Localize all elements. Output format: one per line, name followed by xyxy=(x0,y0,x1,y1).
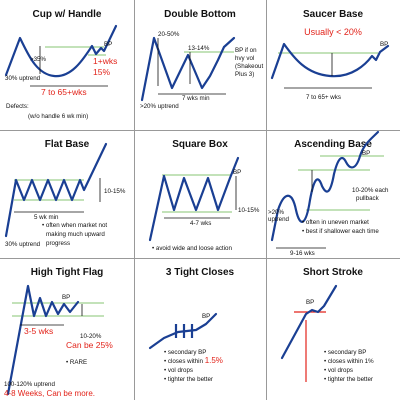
note: • avoid wide and loose action xyxy=(152,245,232,252)
defects-label: Defects: xyxy=(6,103,29,110)
panel-title: Flat Base xyxy=(45,139,90,150)
bp-label: BP xyxy=(362,150,370,157)
handle-pct-label: 15% xyxy=(93,67,110,77)
bp-label: BP xyxy=(104,41,112,48)
note-1: • often when market not xyxy=(42,222,107,229)
pullback-label-2: pullback xyxy=(356,195,380,202)
uptrend-label: 30% uptrend xyxy=(5,75,41,82)
duration-label: 7 to 65+wks xyxy=(41,87,87,97)
bp-label: BP xyxy=(380,41,388,48)
divider-h1 xyxy=(0,130,400,131)
short-stroke-diagram: Short Stroke BP • secondary BP • closes … xyxy=(280,267,374,383)
depth-label: 20-50% xyxy=(158,31,180,38)
flat-base-diagram: Flat Base 10-15% 5 wk min 30% uptrend • … xyxy=(4,139,126,248)
panel-double-bottom: Double Bottom 20-50% 13-14% BP if on hvy… xyxy=(134,0,266,130)
bp-label-2: hvy vol xyxy=(235,55,254,62)
bp-label: BP xyxy=(233,169,241,176)
note-3: • vol drops xyxy=(324,367,353,374)
range-label: 10-15% xyxy=(238,207,260,214)
panel-title: Ascending Base xyxy=(294,139,372,150)
panel-title: Double Bottom xyxy=(164,9,236,20)
panel-saucer-base: Saucer Base Usually < 20% BP 7 to 65+ wk… xyxy=(266,0,400,130)
weeks-label: 4-8 Weeks, Can be more. xyxy=(4,389,95,398)
panel-ascending-base: Ascending Base BP >20% uptrend 10-20% ea… xyxy=(266,130,400,258)
note-2: • best if shallower each time xyxy=(302,228,379,235)
panel-title: Short Stroke xyxy=(303,267,363,278)
wks-label: 3-5 wks xyxy=(24,326,53,336)
panel-title: 3 Tight Closes xyxy=(166,267,235,278)
handle-wks-label: 1+wks xyxy=(93,56,117,66)
duration-label: 7 wks min xyxy=(182,95,210,102)
note-2-text: • closes within xyxy=(164,358,205,365)
note-2: • closes within 1% xyxy=(324,358,374,365)
note-4: • tighter the better xyxy=(164,376,213,383)
bp-label: BP xyxy=(306,299,314,306)
panel-title: High Tight Flag xyxy=(31,267,104,278)
duration-label: 9-16 wks xyxy=(290,250,315,257)
panel-square-box: Square Box BP 10-15% 4-7 wks • avoid wid… xyxy=(134,130,266,258)
bp-label: BP if on xyxy=(235,47,257,54)
note-2-pct: 1.5% xyxy=(205,356,223,365)
note-3: • vol drops xyxy=(164,367,193,374)
duration-label: 4-7 wks xyxy=(190,220,211,227)
three-tight-closes-diagram: 3 Tight Closes BP • secondary BP • close… xyxy=(148,267,235,383)
can-be-label: Can be 25% xyxy=(66,340,113,350)
panel-title: Square Box xyxy=(172,139,228,150)
price-line xyxy=(280,284,338,360)
saucer-base-diagram: Saucer Base Usually < 20% BP 7 to 65+ wk… xyxy=(270,9,390,101)
cup-handle-diagram: Cup w/ Handle >35% BP 1+wks 15% 30% uptr… xyxy=(4,9,118,120)
note-1: • secondary BP xyxy=(324,349,366,356)
panel-title: Cup w/ Handle xyxy=(33,9,102,20)
range-label: 10-15% xyxy=(104,188,126,195)
price-line xyxy=(270,130,380,242)
duration-label: 7 to 65+ wks xyxy=(306,94,341,101)
panel-short-stroke: Short Stroke BP • secondary BP • closes … xyxy=(266,258,400,400)
price-line xyxy=(4,142,108,238)
range-label: 13-14% xyxy=(188,45,210,52)
price-line xyxy=(270,42,390,80)
uptrend-label: 100-120% uptrend xyxy=(4,381,55,388)
double-bottom-diagram: Double Bottom 20-50% 13-14% BP if on hvy… xyxy=(140,9,263,110)
divider-h2 xyxy=(0,258,400,259)
price-line xyxy=(4,24,118,78)
bp-label: BP xyxy=(202,313,210,320)
divider-v1 xyxy=(134,0,135,400)
panel-cup-handle: Cup w/ Handle >35% BP 1+wks 15% 30% uptr… xyxy=(0,0,134,130)
pullback-label-1: 10-20% each xyxy=(352,187,389,194)
bp-label-4: Plus 3) xyxy=(235,71,254,78)
duration-label: 5 wk min xyxy=(34,214,59,221)
bp-label-3: (Shakeout xyxy=(235,63,263,70)
price-line xyxy=(148,156,240,242)
price-line xyxy=(6,284,80,396)
note-2: • closes within 1.5% xyxy=(164,356,223,365)
panel-three-tight-closes: 3 Tight Closes BP • secondary BP • close… xyxy=(134,258,266,400)
square-box-diagram: Square Box BP 10-15% 4-7 wks • avoid wid… xyxy=(148,139,260,252)
note-4: • tighter the better xyxy=(324,376,373,383)
panel-high-tight-flag: High Tight Flag BP 3-5 wks 10-20% Can be… xyxy=(0,258,134,400)
bp-label: BP xyxy=(62,294,70,301)
note-1: • often in uneven market xyxy=(302,219,369,226)
note-2: making much upward xyxy=(46,231,105,238)
uptrend-label-1: >20% xyxy=(268,209,284,216)
price-line xyxy=(140,36,236,102)
panel-title: Saucer Base xyxy=(303,9,363,20)
uptrend-label-2: uptrend xyxy=(268,216,290,223)
price-line xyxy=(148,312,218,350)
ascending-base-diagram: Ascending Base BP >20% uptrend 10-20% ea… xyxy=(268,130,389,257)
range-label: 10-20% xyxy=(80,333,102,340)
depth-label: >35% xyxy=(30,56,46,63)
high-tight-flag-diagram: High Tight Flag BP 3-5 wks 10-20% Can be… xyxy=(4,267,113,398)
uptrend-label: >20% uptrend xyxy=(140,103,179,110)
usually-label: Usually < 20% xyxy=(304,27,362,37)
defect-note: (w/o handle 6 wk min) xyxy=(28,113,88,120)
panel-flat-base: Flat Base 10-15% 5 wk min 30% uptrend • … xyxy=(0,130,134,258)
divider-v2 xyxy=(266,0,267,400)
note-3: progress xyxy=(46,240,70,247)
rare-label: • RARE xyxy=(66,359,87,366)
uptrend-label: 30% uptrend xyxy=(5,241,41,248)
note-1: • secondary BP xyxy=(164,349,206,356)
